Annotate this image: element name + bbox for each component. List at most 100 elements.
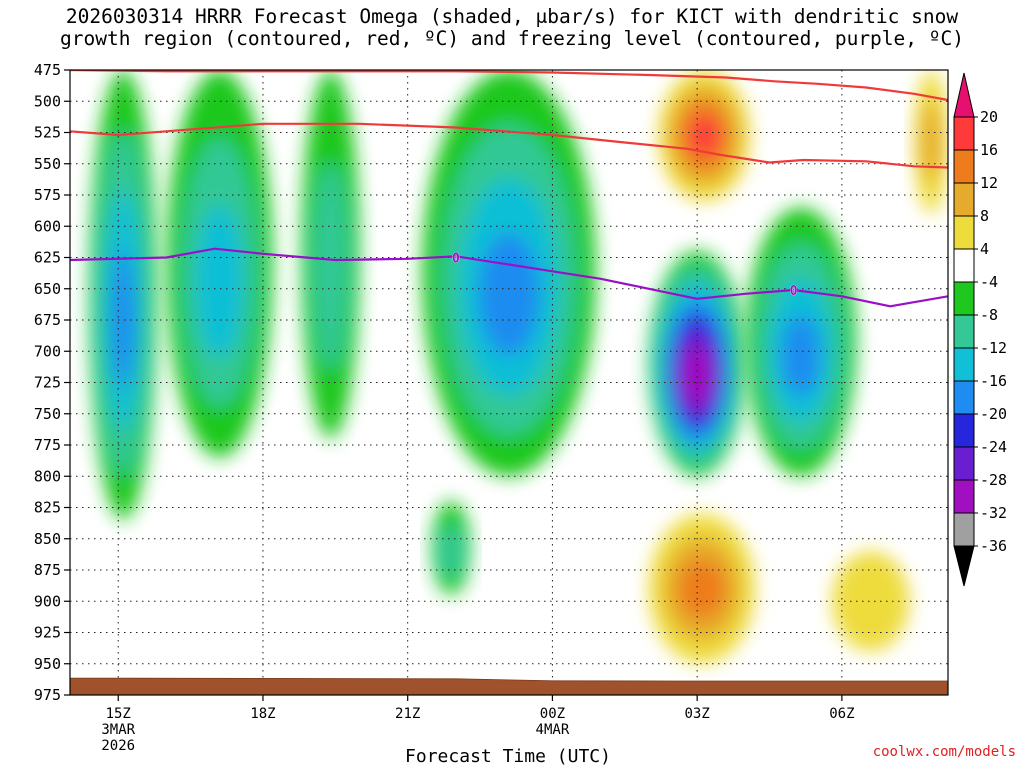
y-tick-label: 725 <box>34 374 61 392</box>
y-tick-label: 950 <box>34 655 61 673</box>
y-tick-label: 900 <box>34 592 61 610</box>
x-axis-title: Forecast Time (UTC) <box>405 746 611 767</box>
grid <box>70 70 948 695</box>
colorbar-label: -12 <box>980 339 1007 357</box>
colorbar-label: -32 <box>980 504 1007 522</box>
x-tick-label: 21Z <box>395 706 420 722</box>
y-tick-label: 675 <box>34 311 61 329</box>
y-tick-label: 750 <box>34 405 61 423</box>
y-tick-label: 625 <box>34 249 61 267</box>
colorbar-segment <box>953 182 975 217</box>
omega-feature <box>832 551 910 652</box>
contour-label: 0 <box>452 252 460 267</box>
y-tick-label: 850 <box>34 530 61 548</box>
colorbar-segment <box>953 116 975 151</box>
y-tick-label: 975 <box>34 686 61 704</box>
contour-line <box>70 70 948 102</box>
omega-contour <box>832 551 910 652</box>
y-axis: 475 500 525 550 575 600 625 650 675 700 725 750 775 8… <box>34 61 70 704</box>
x-tick-date: 4MAR <box>536 722 570 738</box>
colorbar-segment <box>953 248 975 283</box>
y-tick-label: 875 <box>34 561 61 579</box>
y-tick-label: 525 <box>34 124 61 142</box>
y-tick-label: 475 <box>34 61 61 79</box>
colorbar-label: -36 <box>980 537 1007 555</box>
x-tick-label: 03Z <box>684 706 709 722</box>
colorbar-segment <box>953 314 975 349</box>
omega-contour <box>920 101 942 183</box>
x-tick-label: 00Z <box>540 706 565 722</box>
omega-feature <box>422 70 596 477</box>
y-tick-label: 550 <box>34 155 61 173</box>
colorbar-label: 16 <box>980 141 998 159</box>
colorbar-label: 8 <box>980 207 989 225</box>
colorbar-label: -20 <box>980 405 1007 423</box>
colorbar-label: -28 <box>980 471 1007 489</box>
contour-line <box>70 247 948 308</box>
y-tick-label: 700 <box>34 342 61 360</box>
x-tick-label: 15Z <box>106 706 131 722</box>
contour-line <box>70 122 948 169</box>
x-tick-year: 2026 <box>101 738 135 754</box>
colorbar-top-extend <box>953 72 975 118</box>
omega-contour <box>688 360 707 396</box>
y-tick-label: 775 <box>34 436 61 454</box>
x-tick-label: 06Z <box>829 706 854 722</box>
omega-contour <box>688 115 721 156</box>
contour-lines: 00 <box>70 70 948 308</box>
colorbar-label: 12 <box>980 174 998 192</box>
credit-text: coolwx.com/models <box>873 744 1016 760</box>
colorbar-segment <box>953 413 975 448</box>
y-tick-label: 650 <box>34 280 61 298</box>
omega-contour <box>478 232 540 356</box>
omega-contour <box>439 524 463 578</box>
x-tick-date: 3MAR <box>101 722 135 738</box>
omega-contour <box>195 205 244 358</box>
title-line-2: growth region (contoured, red, ºC) and f… <box>60 27 964 50</box>
colorbar-label: -24 <box>980 438 1007 456</box>
omega-feature <box>89 70 157 520</box>
contour-label: 0 <box>790 284 798 299</box>
colorbar-label: -16 <box>980 372 1007 390</box>
y-tick-label: 825 <box>34 499 61 517</box>
omega-feature <box>658 70 751 202</box>
colorbar-bottom-extend <box>953 545 975 587</box>
omega-contour <box>111 250 135 387</box>
colorbar-segment <box>953 281 975 316</box>
terrain-fill <box>70 677 948 695</box>
chart-title: 2026030314 HRRR Forecast Omega (shaded, … <box>0 6 1024 50</box>
colorbar-label: 4 <box>980 240 989 258</box>
omega-feature <box>745 207 857 477</box>
y-tick-label: 925 <box>34 624 61 642</box>
colorbar-segment <box>953 479 975 514</box>
omega-field <box>89 70 948 664</box>
colorbar-label: -8 <box>980 306 998 324</box>
colorbar-segment <box>953 512 975 547</box>
colorbar: 20 16 12 8 4 -4 -8 -12 -16 -20 -24 -28 -32 -36 <box>953 72 1007 587</box>
colorbar-segment <box>953 380 975 415</box>
y-tick-label: 800 <box>34 467 61 485</box>
y-tick-label: 600 <box>34 217 61 235</box>
colorbar-label: 20 <box>980 108 998 126</box>
omega-feature <box>648 513 756 664</box>
omega-contour <box>678 559 726 619</box>
omega-feature <box>301 70 360 439</box>
omega-feature <box>166 70 273 458</box>
colorbar-segment <box>953 215 975 250</box>
colorbar-segment <box>953 347 975 382</box>
terrain <box>70 677 948 695</box>
omega-contour <box>781 315 821 397</box>
y-tick-label: 575 <box>34 186 61 204</box>
omega-contour <box>312 162 349 371</box>
omega-feature <box>914 70 948 214</box>
x-tick-label: 18Z <box>250 706 275 722</box>
colorbar-label: -4 <box>980 273 998 291</box>
omega-feature <box>648 251 746 477</box>
omega-feature <box>431 501 471 595</box>
colorbar-segment <box>953 149 975 184</box>
title-line-1: 2026030314 HRRR Forecast Omega (shaded, … <box>65 5 959 28</box>
y-tick-label: 500 <box>34 92 61 110</box>
colorbar-segment <box>953 446 975 481</box>
